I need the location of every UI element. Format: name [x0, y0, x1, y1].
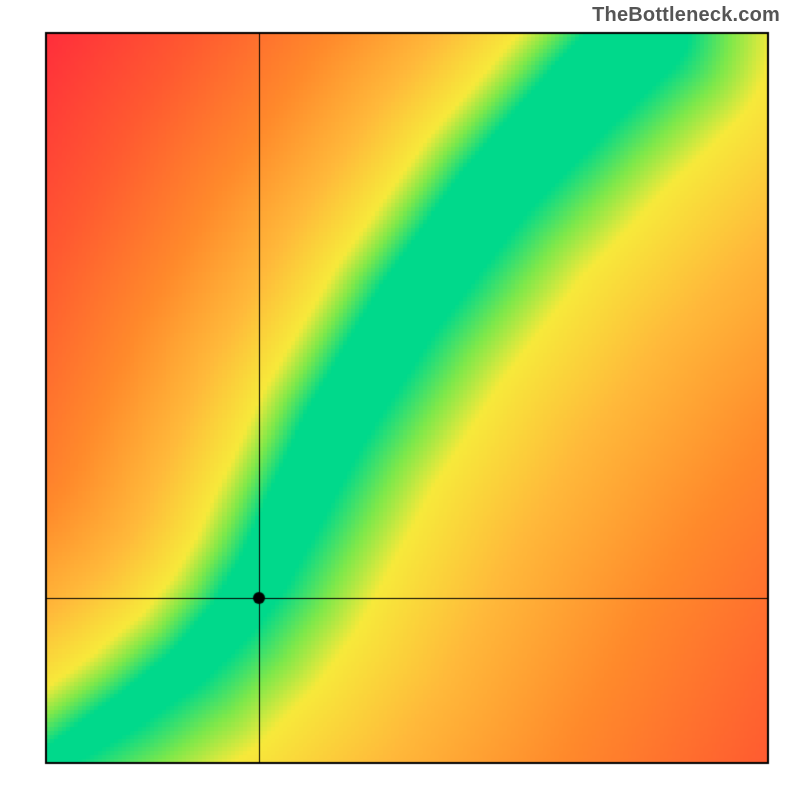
watermark-text: TheBottleneck.com [592, 4, 780, 27]
bottleneck-heatmap-canvas [0, 0, 800, 800]
chart-container: TheBottleneck.com [0, 0, 800, 800]
